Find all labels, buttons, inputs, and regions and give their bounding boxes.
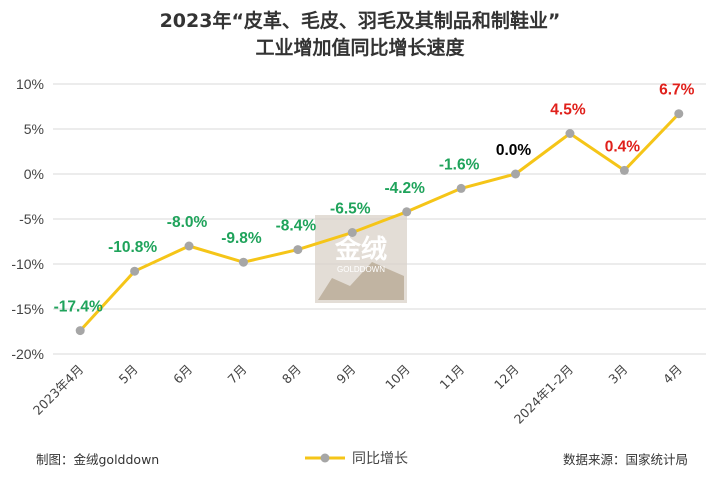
data-point[interactable] <box>238 257 248 267</box>
data-label: -6.5% <box>330 201 371 218</box>
x-tick-label: 6月 <box>170 362 195 387</box>
data-point[interactable] <box>347 228 357 237</box>
x-tick-label: 9月 <box>333 362 358 387</box>
x-tick-label: 8月 <box>279 362 304 387</box>
chart-subtitle: 工业增加值同比增长速度 <box>255 36 465 59</box>
y-tick-label: -10% <box>11 256 44 272</box>
data-point[interactable] <box>456 183 466 193</box>
data-label: 0.0% <box>496 142 532 159</box>
data-label: -1.6% <box>439 156 480 173</box>
data-label: -8.0% <box>167 214 208 231</box>
data-label: -9.8% <box>221 230 262 247</box>
y-tick-label: -20% <box>11 346 44 362</box>
data-labels: -17.4% -10.8% -8.0% -9.8% -8.4% -6.5% -4.2% -1.… <box>54 82 695 316</box>
source-left: 制图：金绒golddown <box>36 452 159 467</box>
x-tick-label: 2023年4月 <box>30 362 86 418</box>
x-tick-label: 7月 <box>225 362 250 387</box>
data-point[interactable] <box>674 109 684 119</box>
data-point[interactable] <box>619 165 629 175</box>
y-tick-label: 0% <box>24 166 44 182</box>
data-point[interactable] <box>402 207 412 217</box>
data-label: -10.8% <box>108 239 157 256</box>
legend[interactable]: 同比增长 <box>305 451 408 467</box>
x-tick-label: 11月 <box>437 362 468 393</box>
y-tick-label: -15% <box>11 301 44 317</box>
data-label: -17.4% <box>54 299 103 316</box>
data-label: 4.5% <box>550 102 586 119</box>
data-label: 6.7% <box>659 82 695 99</box>
data-point[interactable] <box>565 129 575 138</box>
watermark-subtext: GOLDDOWN <box>337 265 385 274</box>
x-tick-label: 4月 <box>660 362 685 387</box>
x-tick-label: 5月 <box>116 362 141 387</box>
y-axis-ticks: 10% 5% 0% -5% -10% -15% -20% <box>11 76 44 362</box>
data-label: -4.2% <box>384 180 425 197</box>
data-label: 0.4% <box>605 138 641 155</box>
x-tick-label: 12月 <box>491 362 522 393</box>
source-right: 数据来源：国家统计局 <box>563 452 688 467</box>
legend-label: 同比增长 <box>352 451 408 467</box>
x-tick-label: 10月 <box>382 362 413 393</box>
series-layer <box>75 109 684 336</box>
y-tick-label: 5% <box>24 121 44 137</box>
legend-dot-marker <box>320 453 330 463</box>
y-tick-label: 10% <box>16 76 44 92</box>
data-point[interactable] <box>184 241 194 251</box>
data-point[interactable] <box>75 326 85 336</box>
data-label: -8.4% <box>276 218 317 235</box>
y-tick-label: -5% <box>19 211 44 227</box>
data-point[interactable] <box>511 169 521 179</box>
chart-title: 2023年“皮革、毛皮、羽毛及其制品和制鞋业” <box>160 9 561 32</box>
data-point[interactable] <box>130 266 140 276</box>
series-line <box>79 112 680 332</box>
x-tick-label: 3月 <box>605 362 630 387</box>
watermark-text: 金绒 <box>334 234 387 265</box>
watermark-shape <box>318 262 404 300</box>
data-point[interactable] <box>293 245 303 255</box>
